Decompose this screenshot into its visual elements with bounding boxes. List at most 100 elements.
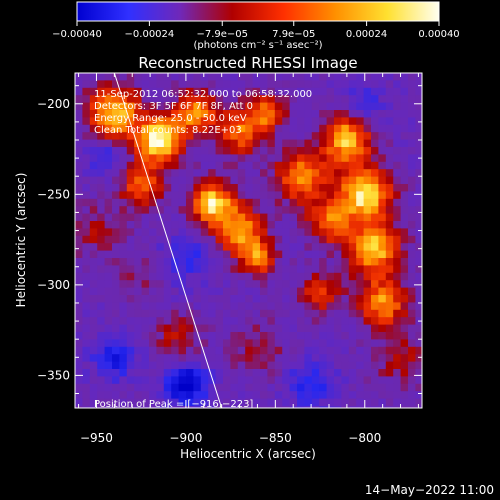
heatmap-cell	[393, 221, 401, 229]
heatmap-cell	[408, 272, 416, 281]
heatmap-cell	[267, 80, 276, 89]
heatmap-cell	[208, 376, 216, 385]
heatmap-cell	[371, 369, 379, 377]
heatmap-cell	[171, 332, 179, 340]
heatmap-cell	[415, 369, 422, 377]
heatmap-cell	[326, 228, 335, 237]
heatmap-cell	[304, 302, 313, 311]
heatmap-cell	[341, 191, 350, 200]
heatmap-cell	[371, 243, 379, 251]
heatmap-cell	[289, 280, 298, 288]
heatmap-cell	[134, 80, 142, 89]
heatmap-cell	[230, 228, 239, 237]
heatmap-cell	[289, 317, 298, 325]
heatmap-cell	[104, 161, 113, 170]
heatmap-cell	[415, 383, 422, 392]
heatmap-cell	[200, 398, 209, 407]
heatmap-cell	[348, 184, 357, 192]
heatmap-cell	[408, 339, 416, 348]
heatmap-cell	[178, 317, 187, 325]
heatmap-cell	[260, 73, 268, 81]
heatmap-cell	[274, 147, 283, 155]
heatmap-cell	[326, 198, 335, 207]
heatmap-cell	[149, 80, 157, 89]
heatmap-cell	[215, 117, 224, 126]
heatmap-cell	[304, 376, 313, 385]
heatmap-cell	[319, 80, 327, 89]
heatmap-cell	[237, 295, 246, 303]
heatmap-cell	[371, 332, 379, 340]
heatmap-cell	[282, 302, 290, 311]
heatmap-cell	[408, 398, 416, 407]
heatmap-cell	[334, 228, 342, 237]
heatmap-cell	[260, 272, 268, 281]
heatmap-cell	[75, 198, 83, 207]
heatmap-cell	[348, 213, 357, 222]
heatmap-cell	[237, 324, 246, 333]
heatmap-cell	[415, 139, 422, 148]
heatmap-cell	[341, 184, 350, 192]
heatmap-cell	[304, 339, 313, 348]
heatmap-cell	[134, 302, 142, 311]
heatmap-cell	[267, 369, 276, 377]
heatmap-cell	[326, 361, 335, 370]
heatmap-cell	[319, 287, 327, 296]
heatmap-cell	[223, 110, 231, 118]
heatmap-cell	[112, 243, 120, 251]
colorbar-tick-label: −0.00040	[52, 29, 102, 40]
heatmap-cell	[326, 346, 335, 355]
heatmap-cell	[319, 369, 327, 377]
annotation-detectors: Detectors: 3F 5F 6F 7F 8F, Att 0	[94, 101, 253, 112]
heatmap-cell	[119, 302, 128, 311]
heatmap-cell	[334, 243, 342, 251]
heatmap-cell	[341, 206, 350, 214]
heatmap-cell	[400, 272, 409, 281]
heatmap-cell	[252, 161, 261, 170]
heatmap-cell	[400, 154, 409, 163]
heatmap-cell	[112, 398, 120, 407]
heatmap-cell	[378, 132, 387, 140]
heatmap-cell	[260, 317, 268, 325]
heatmap-cell	[304, 213, 313, 222]
heatmap-cell	[186, 228, 194, 237]
heatmap-cell	[193, 161, 202, 170]
heatmap-cell	[119, 346, 128, 355]
heatmap-cell	[260, 95, 268, 103]
heatmap-cell	[141, 354, 150, 362]
heatmap-cell	[408, 309, 416, 318]
heatmap-cell	[356, 243, 364, 251]
heatmap-cell	[252, 139, 261, 148]
heatmap-cell	[371, 213, 379, 222]
heatmap-cell	[193, 280, 202, 288]
heatmap-cell	[385, 73, 394, 81]
heatmap-cell	[75, 213, 83, 222]
heatmap-cell	[75, 324, 83, 333]
heatmap-cell	[371, 258, 379, 266]
heatmap-cell	[119, 398, 128, 407]
heatmap-cell	[126, 324, 135, 333]
heatmap-cell	[297, 228, 305, 237]
heatmap-cell	[334, 406, 342, 408]
heatmap-cell	[223, 376, 231, 385]
heatmap-cell	[178, 80, 187, 89]
heatmap-cell	[378, 161, 387, 170]
heatmap-cell	[193, 398, 202, 407]
heatmap-cell	[348, 228, 357, 237]
heatmap-cell	[415, 176, 422, 185]
heatmap-cell	[178, 110, 187, 118]
heatmap-cell	[371, 354, 379, 362]
heatmap-cell	[141, 154, 150, 163]
heatmap-cell	[289, 339, 298, 348]
heatmap-cell	[200, 235, 209, 244]
heatmap-cell	[237, 176, 246, 185]
heatmap-cell	[126, 87, 135, 96]
heatmap-cell	[326, 406, 335, 408]
heatmap-cell	[348, 406, 357, 408]
heatmap-cell	[149, 361, 157, 370]
heatmap-cell	[134, 221, 142, 229]
heatmap-cell	[326, 250, 335, 259]
heatmap-cell	[260, 161, 268, 170]
heatmap-cell	[186, 191, 194, 200]
heatmap-cell	[223, 213, 231, 222]
heatmap-cell	[371, 280, 379, 288]
